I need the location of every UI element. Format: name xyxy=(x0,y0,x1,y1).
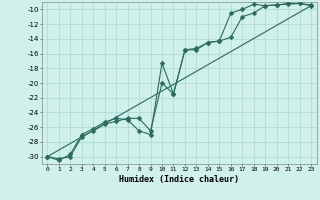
X-axis label: Humidex (Indice chaleur): Humidex (Indice chaleur) xyxy=(119,175,239,184)
